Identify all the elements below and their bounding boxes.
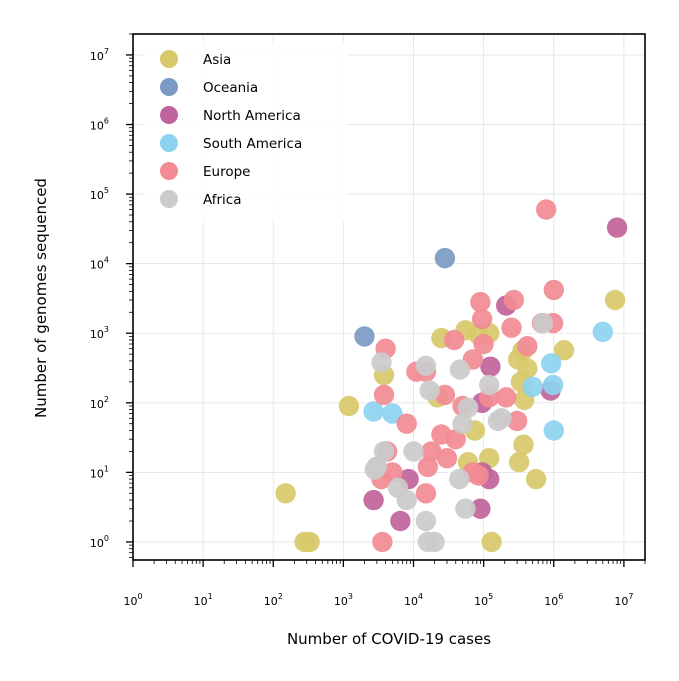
data-point <box>338 395 360 417</box>
data-point <box>415 510 437 532</box>
data-point <box>470 498 491 519</box>
legend-marker <box>160 190 178 208</box>
y-tick-label: 106 <box>90 117 109 133</box>
data-point <box>364 459 385 480</box>
data-point <box>468 465 489 486</box>
data-point <box>363 489 384 511</box>
data-point <box>390 510 411 532</box>
legend-label: Europe <box>203 164 250 180</box>
data-point <box>371 352 392 373</box>
data-point <box>449 468 470 490</box>
legend-label: Oceania <box>203 80 258 96</box>
y-tick-label: 100 <box>90 534 109 550</box>
data-point <box>421 441 442 462</box>
data-point <box>382 462 403 483</box>
y-axis-label: Number of genomes sequenced <box>32 178 50 418</box>
data-point <box>354 326 375 347</box>
data-point <box>372 531 393 553</box>
data-point <box>501 317 522 338</box>
data-point <box>536 199 557 220</box>
data-point <box>517 336 538 357</box>
x-tick-label: 105 <box>474 592 493 608</box>
data-point <box>457 397 479 418</box>
data-point <box>403 441 424 462</box>
data-points <box>275 199 628 553</box>
data-point <box>508 452 530 473</box>
legend-label: South America <box>203 136 302 152</box>
y-tick-label: 104 <box>90 256 109 272</box>
data-point <box>481 531 502 553</box>
data-point <box>604 289 626 311</box>
data-point <box>543 420 564 441</box>
data-point <box>470 291 491 313</box>
data-point <box>444 329 465 351</box>
data-point <box>434 247 456 269</box>
y-tick-label: 101 <box>90 464 109 480</box>
data-point <box>473 333 494 355</box>
data-point <box>415 355 437 376</box>
legend-marker <box>160 106 178 124</box>
data-point <box>363 401 384 422</box>
legend-marker <box>160 134 178 152</box>
x-axis-label: Number of COVID-19 cases <box>287 630 491 648</box>
data-point <box>373 384 395 406</box>
data-point <box>606 217 628 238</box>
x-tick-label: 107 <box>614 592 633 608</box>
plot-frame <box>132 33 646 561</box>
x-tick-label: 100 <box>123 592 142 608</box>
data-point <box>525 468 547 490</box>
data-point <box>299 531 320 553</box>
data-point <box>513 434 534 455</box>
x-tick-label: 103 <box>334 592 353 608</box>
data-point <box>373 441 395 462</box>
data-point <box>415 483 437 504</box>
data-point <box>275 483 296 504</box>
data-point <box>396 413 417 434</box>
legend-label: North America <box>203 108 301 124</box>
y-tick-label: 105 <box>90 186 109 202</box>
x-tick-label: 106 <box>544 592 563 608</box>
data-point <box>503 289 525 311</box>
y-tick-label: 103 <box>90 325 109 341</box>
legend-label: Asia <box>203 52 231 68</box>
legend-marker <box>160 78 178 96</box>
legend-box <box>143 42 348 222</box>
data-point <box>553 340 575 361</box>
x-tick-label: 104 <box>404 592 423 608</box>
data-point <box>445 429 466 450</box>
data-point <box>506 410 528 432</box>
data-point <box>419 380 440 401</box>
data-point <box>522 376 543 397</box>
legend: Asia Oceania North America South America Eur… <box>143 42 348 222</box>
legend-label: Africa <box>203 192 242 208</box>
x-tick-label: 101 <box>194 592 213 608</box>
data-point <box>382 403 403 424</box>
data-point <box>479 374 500 396</box>
data-point <box>417 456 438 478</box>
legend-marker <box>160 162 178 180</box>
data-point <box>449 359 471 380</box>
y-tick-label: 102 <box>90 395 109 411</box>
data-point <box>424 531 445 553</box>
data-point <box>496 387 517 408</box>
data-point <box>480 356 501 377</box>
data-point <box>592 321 613 342</box>
data-point <box>542 374 564 396</box>
x-tick-label: 102 <box>264 592 283 608</box>
data-point <box>471 308 493 330</box>
axes: 100 101 102 103 104 105 106 107 100 101 102 103 104 1… <box>90 33 646 608</box>
data-point <box>487 410 509 432</box>
data-point <box>543 279 564 301</box>
data-point <box>532 312 554 334</box>
data-point <box>452 413 473 434</box>
data-point <box>455 498 476 519</box>
data-point <box>541 353 562 374</box>
data-point <box>436 448 458 469</box>
legend-marker <box>160 50 178 68</box>
data-point <box>396 489 417 511</box>
y-tick-label: 107 <box>90 47 109 63</box>
